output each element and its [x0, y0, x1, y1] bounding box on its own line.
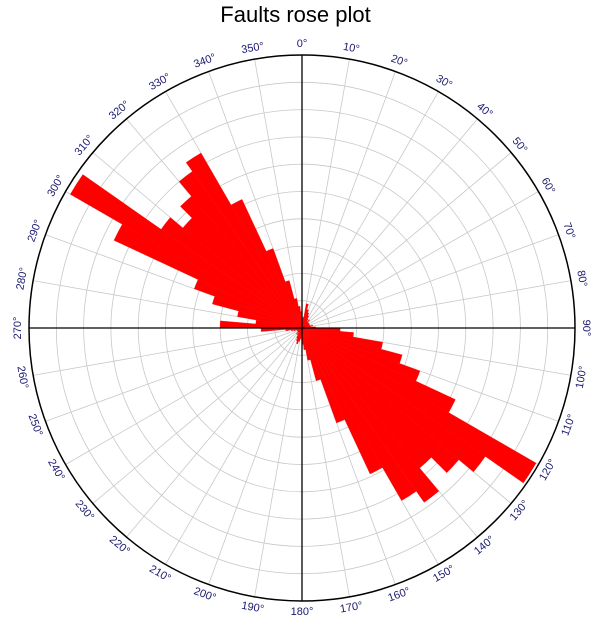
angle-tick-label: 170° — [339, 600, 364, 616]
rose-bar-140 — [301, 327, 440, 503]
angle-tick-label: 110° — [559, 413, 578, 438]
angular-gridline — [254, 59, 303, 329]
outer-circle — [28, 54, 576, 602]
angular-gridline — [301, 59, 350, 329]
angle-tick-label: 200° — [192, 585, 217, 604]
angle-tick-label: 230° — [73, 498, 97, 523]
angle-tick-label: 0° — [297, 38, 308, 50]
rose-bar-125 — [301, 327, 486, 473]
angular-gridline — [301, 71, 396, 329]
rose-bar-325 — [185, 152, 303, 329]
rose-bar-130 — [301, 327, 460, 473]
angle-tick-label: 20° — [389, 53, 409, 70]
angle-tick-label: 350° — [240, 40, 265, 56]
rose-bar-120 — [301, 327, 537, 484]
angle-tick-label: 310° — [73, 133, 97, 158]
rose-bar-75 — [301, 324, 313, 329]
angle-tick-label: 340° — [192, 52, 217, 71]
angle-tick-label: 180° — [291, 606, 314, 618]
angle-tick-label: 220° — [107, 534, 132, 558]
rose-bar-300 — [70, 174, 303, 329]
angular-gridline — [301, 234, 559, 329]
rose-bar-350 — [298, 306, 303, 329]
angle-tick-label: 50° — [510, 135, 530, 155]
angular-gridline — [254, 327, 303, 597]
rose-bar-335 — [266, 248, 303, 329]
angular-gridline — [301, 91, 439, 329]
angle-tick-label: 80° — [574, 269, 589, 287]
angle-tick-label: 90° — [580, 320, 591, 337]
angle-tick-label: 280° — [14, 266, 30, 291]
angle-tick-label: 160° — [386, 585, 411, 604]
angular-gridline — [301, 118, 478, 329]
rose-bar-150 — [301, 327, 383, 475]
angle-tick-label: 30° — [434, 73, 454, 92]
angle-tick-label: 320° — [107, 99, 132, 123]
rose-bar-330 — [230, 199, 303, 329]
angular-gridline — [92, 327, 303, 504]
rose-bar-165 — [301, 327, 311, 361]
angle-tick-label: 250° — [26, 412, 45, 437]
chart-title: Faults rose plot — [220, 2, 371, 27]
angular-gridline — [126, 327, 303, 538]
angular-gridline — [165, 327, 303, 565]
rose-bar-145 — [301, 327, 417, 501]
angle-tick-label: 140° — [472, 534, 497, 558]
rose-bar-305 — [160, 217, 303, 329]
angular-gridline — [301, 152, 512, 329]
angle-tick-label: 60° — [539, 176, 558, 196]
angular-gridline — [208, 327, 303, 585]
angular-gridline — [301, 191, 539, 329]
angle-tick-label: 260° — [14, 365, 30, 390]
angle-tick-label: 270° — [12, 317, 24, 340]
rose-bar-170 — [301, 327, 306, 350]
angle-tick-label: 290° — [26, 218, 45, 243]
angle-tick-label: 100° — [574, 365, 590, 390]
angular-gridline — [45, 327, 303, 422]
angular-gridline — [33, 327, 303, 376]
rose-bar-345 — [294, 298, 303, 329]
rose-bar-155 — [301, 327, 345, 424]
rose-bar-160 — [301, 327, 321, 381]
angle-tick-label: 40° — [474, 100, 494, 120]
angle-tick-label: 10° — [342, 41, 360, 56]
angle-tick-label: 190° — [240, 600, 265, 616]
angular-gridline — [301, 280, 571, 329]
angular-gridline — [65, 327, 303, 465]
angle-tick-label: 130° — [508, 498, 532, 523]
angular-gridline — [301, 327, 350, 597]
angle-tick-label: 70° — [560, 221, 577, 241]
rose-bar-340 — [284, 280, 303, 329]
